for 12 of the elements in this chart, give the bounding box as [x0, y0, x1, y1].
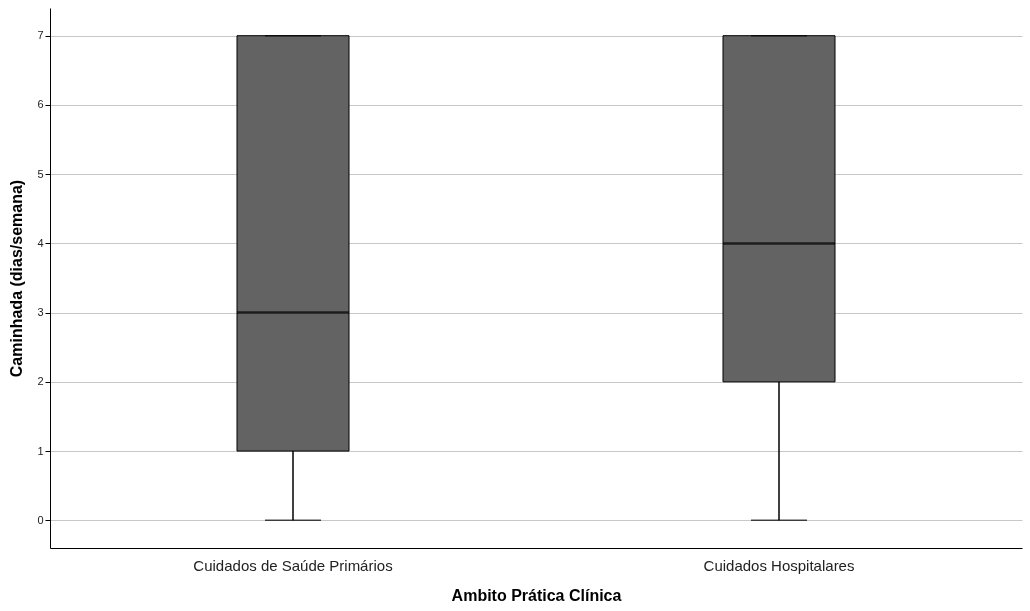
y-tick-label: 2 [37, 375, 44, 388]
y-tick-label: 3 [37, 306, 44, 319]
x-tick-label: Cuidados de Saúde Primários [193, 556, 393, 574]
y-tick-label: 6 [37, 98, 44, 111]
y-tick-label: 1 [37, 444, 44, 457]
y-tick-label: 4 [37, 236, 44, 249]
y-tick-label: 7 [37, 29, 44, 42]
y-axis-title: Caminhada (dias/semana) [8, 179, 26, 378]
y-tick-label: 0 [37, 513, 44, 526]
y-tick-label: 5 [37, 167, 44, 180]
x-tick-label: Cuidados Hospitalares [703, 556, 855, 574]
x-axis-title: Ambito Prática Clínica [451, 586, 622, 604]
